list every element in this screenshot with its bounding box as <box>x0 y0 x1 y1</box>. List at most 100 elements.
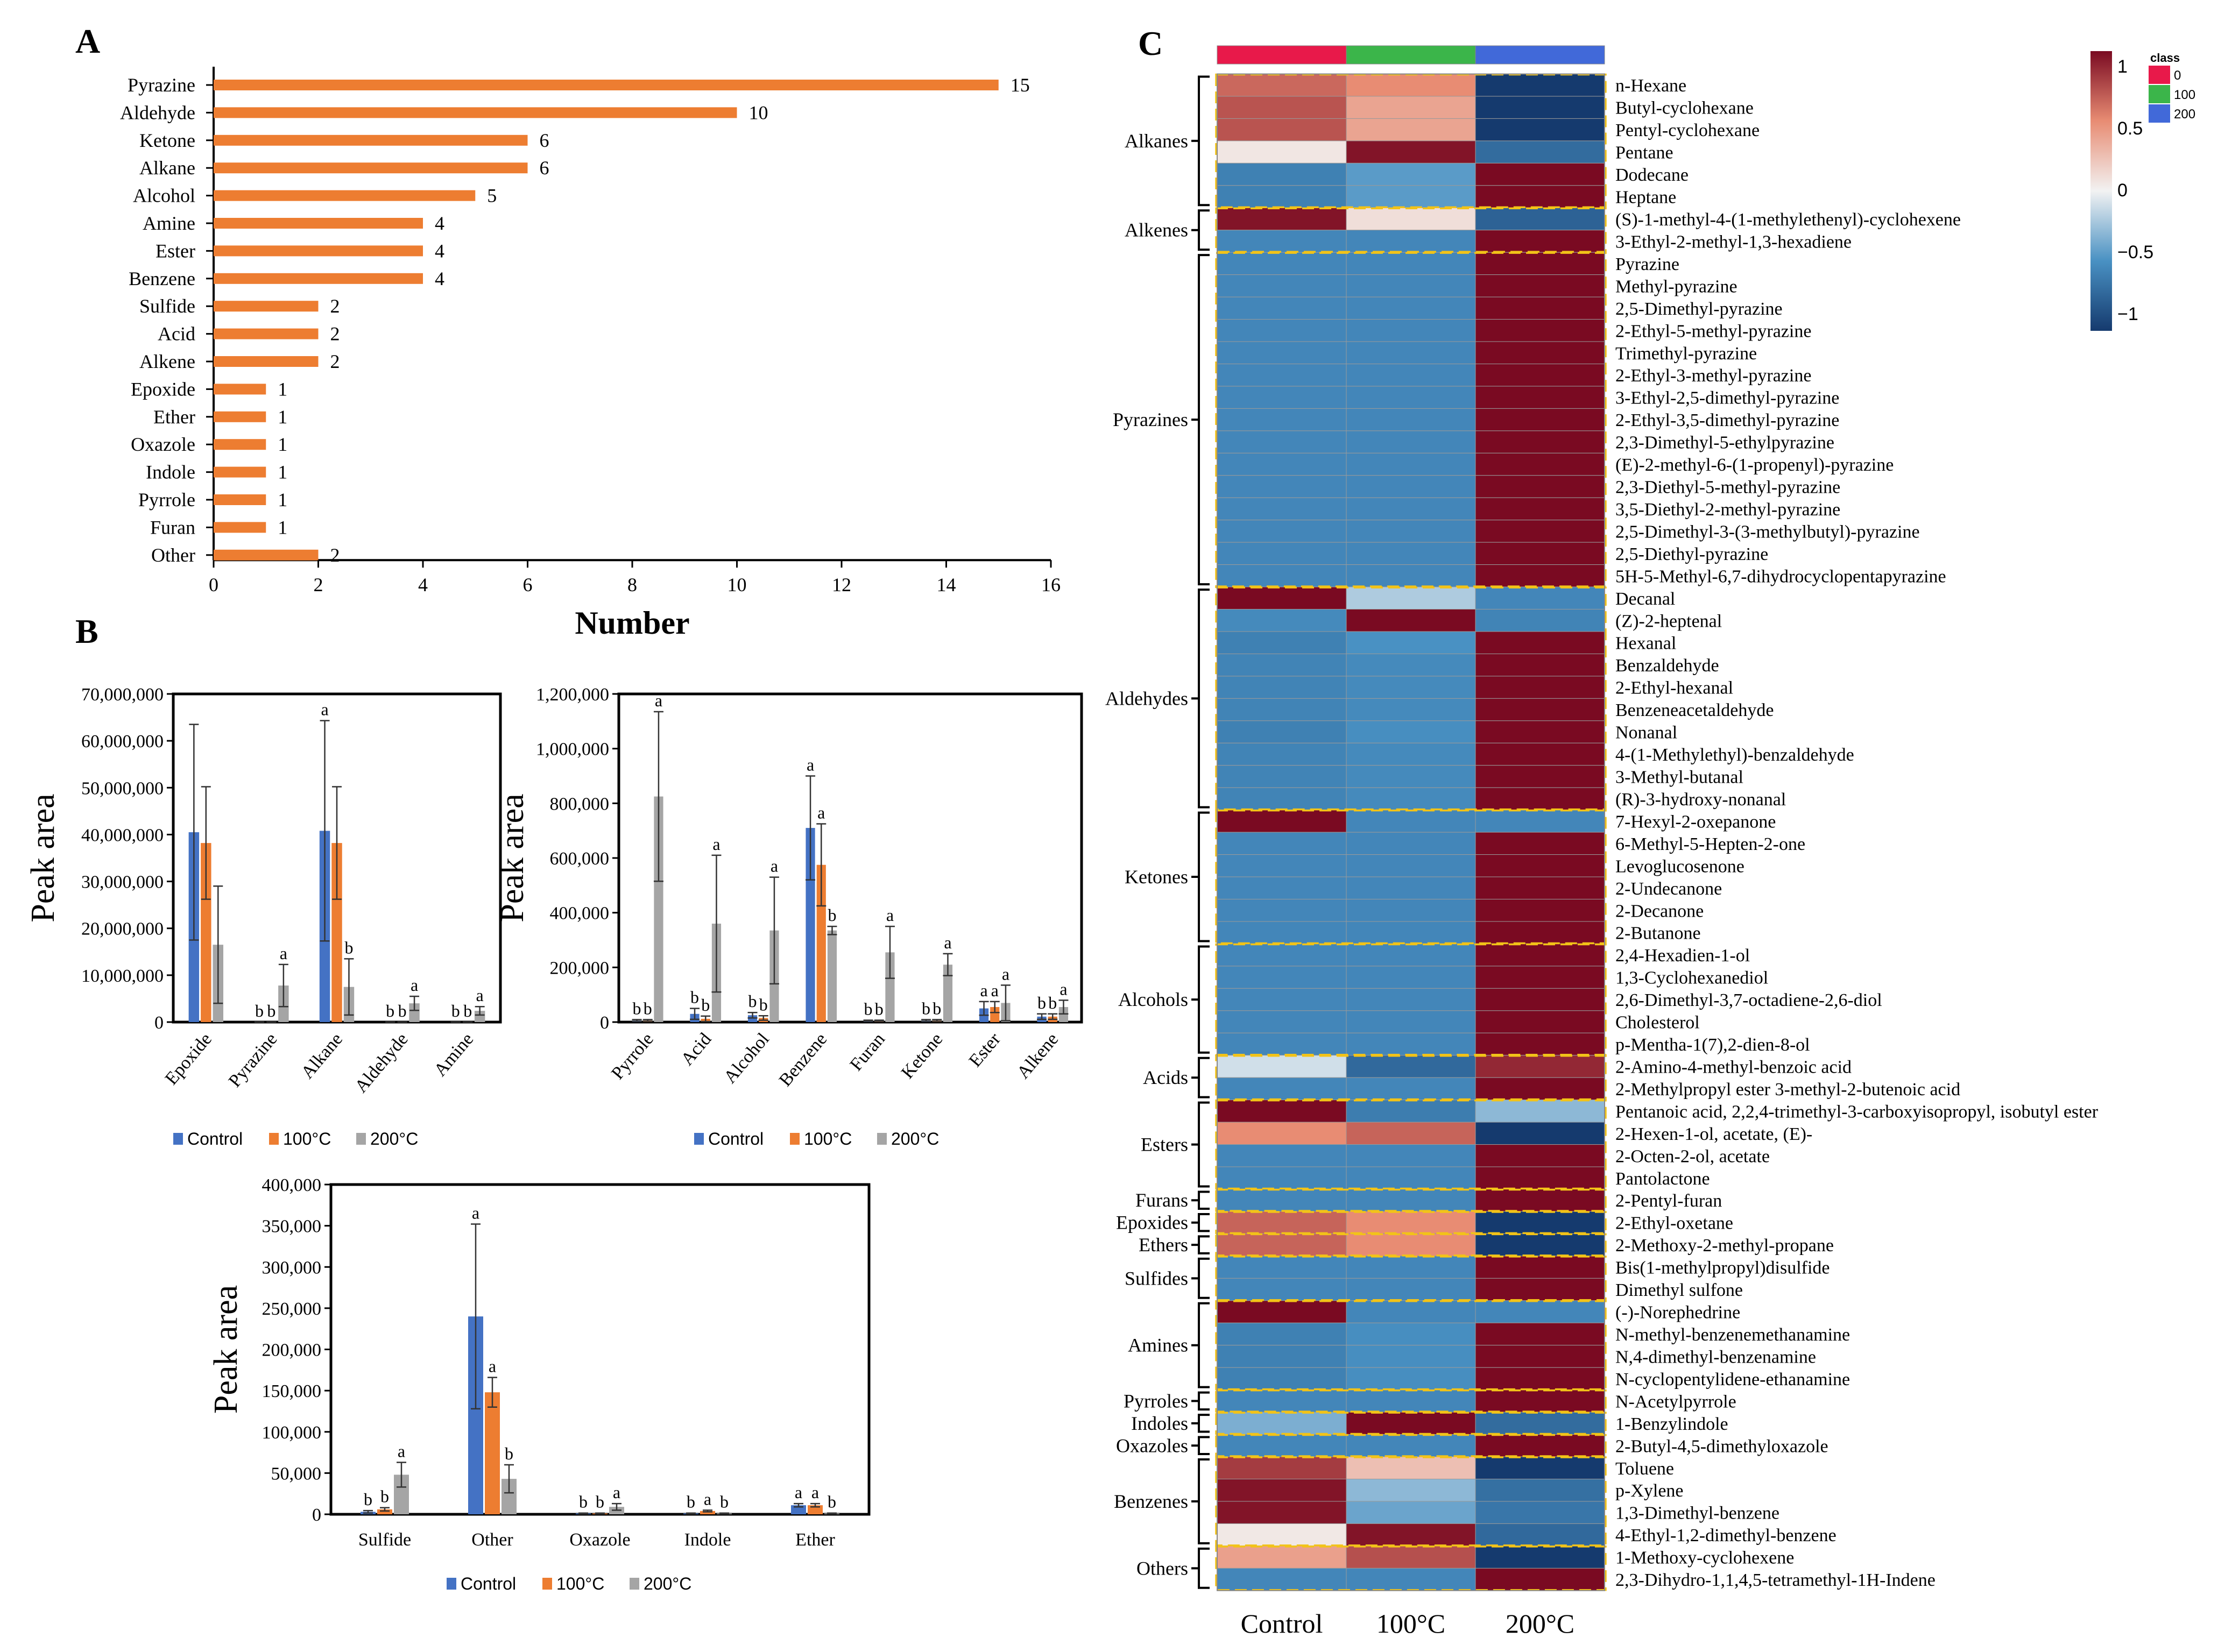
cell-2-4-hexadien-1-ol-200-c <box>1475 943 1605 967</box>
significance-letter: b <box>1048 993 1057 1012</box>
bar-benzene-control <box>806 828 815 1022</box>
data-label-ether: 1 <box>278 406 287 428</box>
cell-cholesterol-200-c <box>1475 1010 1605 1033</box>
row-label-heptane: Heptane <box>1615 188 1676 208</box>
cell-pantolactone-control <box>1217 1166 1347 1190</box>
bar-epoxide-100-c <box>201 843 211 1022</box>
cell-2-methylpropyl-ester-3-methyl-2-butenoic-acid-100-c <box>1346 1077 1476 1101</box>
y-tick-label: 1,000,000 <box>536 740 609 760</box>
category-label-amine: Amine <box>430 1029 477 1080</box>
group-bracket-benzenes <box>1191 1458 1210 1544</box>
cell-2-3-dihydro-1-1-4-5-tetramethyl-1h-indene-200-c <box>1475 1568 1605 1591</box>
significance-letter: b <box>720 1492 729 1512</box>
cell-dodecane-200-c <box>1475 162 1605 186</box>
cell-2-octen-2-ol-acetate-200-c <box>1475 1144 1605 1167</box>
cell-5h-5-methyl-6-7-dihydrocyclopentapyrazine-200-c <box>1475 564 1605 587</box>
plot-frame <box>329 1183 871 1516</box>
significance-letter: b <box>463 1001 472 1020</box>
column-label-200-c: 200°C <box>1506 1608 1574 1639</box>
cell-hexanal-100-c <box>1346 631 1476 654</box>
significance-letter: b <box>922 998 930 1018</box>
cell-1-3-cyclohexanediol-200-c <box>1475 966 1605 989</box>
category-label-amine: Amine <box>143 212 195 234</box>
row-label-3-ethyl-2-methyl-1-3-hexadiene: 3-Ethyl-2-methyl-1,3-hexadiene <box>1615 232 1852 252</box>
row-label-2-3-dimethyl-5-ethylpyrazine: 2,3-Dimethyl-5-ethylpyrazine <box>1615 433 1834 453</box>
row-label-dodecane: Dodecane <box>1615 165 1689 185</box>
bar-furan-200-c <box>885 952 895 1022</box>
category-label-pyrrole: Pyrrole <box>138 489 195 511</box>
cell-1-3-cyclohexanediol-100-c <box>1346 966 1476 989</box>
significance-letter: a <box>807 755 814 775</box>
cell-1-3-dimethyl-benzene-control <box>1217 1501 1347 1524</box>
legend-label-200-c: 200°C <box>891 1129 939 1148</box>
group-bracket-alkanes <box>1191 75 1210 207</box>
category-label-sulfide: Sulfide <box>358 1530 411 1550</box>
category-label-alkane: Alkane <box>298 1029 347 1082</box>
significance-letter: a <box>398 1441 405 1460</box>
cell-2-ethyl-5-methyl-pyrazine-200-c <box>1475 319 1605 342</box>
row-label-1-methoxy-cyclohexene: 1-Methoxy-cyclohexene <box>1615 1548 1794 1568</box>
significance-letter: b <box>596 1492 604 1512</box>
cell-2-4-hexadien-1-ol-100-c <box>1346 943 1476 967</box>
row-label-3-methyl-butanal: 3-Methyl-butanal <box>1615 767 1743 787</box>
group-label-aldehydes: Aldehydes <box>1105 687 1188 709</box>
bar-sulfide-100-c <box>377 1509 392 1514</box>
bar-alcohol-control <box>747 1015 758 1022</box>
row-label-2-6-dimethyl-3-7-octadiene-2-6-diol: 2,6-Dimethyl-3,7-octadiene-2,6-diol <box>1615 990 1882 1010</box>
cell-norephedrine-200-c <box>1475 1300 1605 1323</box>
class-strip-100-c <box>1346 45 1476 65</box>
column-label-control: Control <box>1241 1608 1323 1639</box>
significance-letter: a <box>476 985 484 1005</box>
cell-5h-5-methyl-6-7-dihydrocyclopentapyrazine-100-c <box>1346 564 1476 587</box>
row-label-n-acetylpyrrole: N-Acetylpyrrole <box>1615 1392 1736 1412</box>
cell-2-undecanone-200-c <box>1475 876 1605 900</box>
row-label-decanal: Decanal <box>1615 589 1675 609</box>
row-label-pyrazine: Pyrazine <box>1615 254 1679 274</box>
colorbar-tick-label: 0.5 <box>2117 118 2143 139</box>
x-axis-title: Number <box>575 605 689 641</box>
group-label-pyrazines: Pyrazines <box>1113 409 1188 430</box>
row-label-4-ethyl-1-2-dimethyl-benzene: 4-Ethyl-1,2-dimethyl-benzene <box>1615 1526 1837 1545</box>
group-label-alkenes: Alkenes <box>1125 219 1188 241</box>
cell-nonanal-200-c <box>1475 720 1605 743</box>
bar-benzene <box>214 273 423 284</box>
cell-2-6-dimethyl-3-7-octadiene-2-6-diol-100-c <box>1346 988 1476 1011</box>
row-label-2-methoxy-2-methyl-propane: 2-Methoxy-2-methyl-propane <box>1615 1236 1834 1256</box>
group-label-esters: Esters <box>1141 1134 1188 1155</box>
cell-toluene-100-c <box>1346 1456 1476 1479</box>
row-label-2-decanone: 2-Decanone <box>1615 901 1704 921</box>
x-tick-label: 10 <box>728 574 747 595</box>
row-label-2-5-diethyl-pyrazine: 2,5-Diethyl-pyrazine <box>1615 544 1768 564</box>
cell-2-methoxy-2-methyl-propane-control <box>1217 1233 1347 1257</box>
x-tick-label: 4 <box>418 574 428 595</box>
cell-pyrazine-100-c <box>1346 252 1476 275</box>
cell-2-hexen-1-ol-acetate-e-100-c <box>1346 1122 1476 1145</box>
legend-swatch-100-c <box>542 1578 552 1590</box>
bar-amine <box>214 218 423 229</box>
legend-label-100-c: 100°C <box>804 1129 852 1148</box>
cell-pentanoic-acid-2-2-4-trimethyl-3-carboxyisopropyl-isobutyl-ester-100-c <box>1346 1100 1476 1123</box>
cell-trimethyl-pyrazine-200-c <box>1475 341 1605 364</box>
y-tick-label: 100,000 <box>262 1423 322 1443</box>
significance-letter: b <box>875 999 884 1018</box>
class-strip-control <box>1217 45 1347 65</box>
cell-n-hexane-control <box>1217 74 1347 97</box>
bar-pyrazine <box>214 80 999 90</box>
bar-benzene-200-c <box>827 930 837 1022</box>
cell-2-methoxy-2-methyl-propane-200-c <box>1475 1233 1605 1257</box>
cell-2-6-dimethyl-3-7-octadiene-2-6-diol-200-c <box>1475 988 1605 1011</box>
significance-letter: b <box>644 998 652 1018</box>
cell-norephedrine-control <box>1217 1300 1347 1323</box>
cell-2-pentyl-furan-control <box>1217 1189 1347 1212</box>
cell-2-butanone-100-c <box>1346 921 1476 944</box>
cell-3-methyl-butanal-control <box>1217 765 1347 788</box>
bar-pyrrole-200-c <box>654 796 663 1022</box>
cell-p-mentha-1-7-2-dien-8-ol-200-c <box>1475 1032 1605 1056</box>
x-tick-label: 16 <box>1041 574 1061 595</box>
bar-amine-200-c <box>474 1011 485 1022</box>
category-label-indole: Indole <box>684 1530 731 1550</box>
significance-letter: a <box>280 944 287 963</box>
cell-n-4-dimethyl-benzenamine-200-c <box>1475 1345 1605 1368</box>
bar-oxazole <box>214 439 266 450</box>
